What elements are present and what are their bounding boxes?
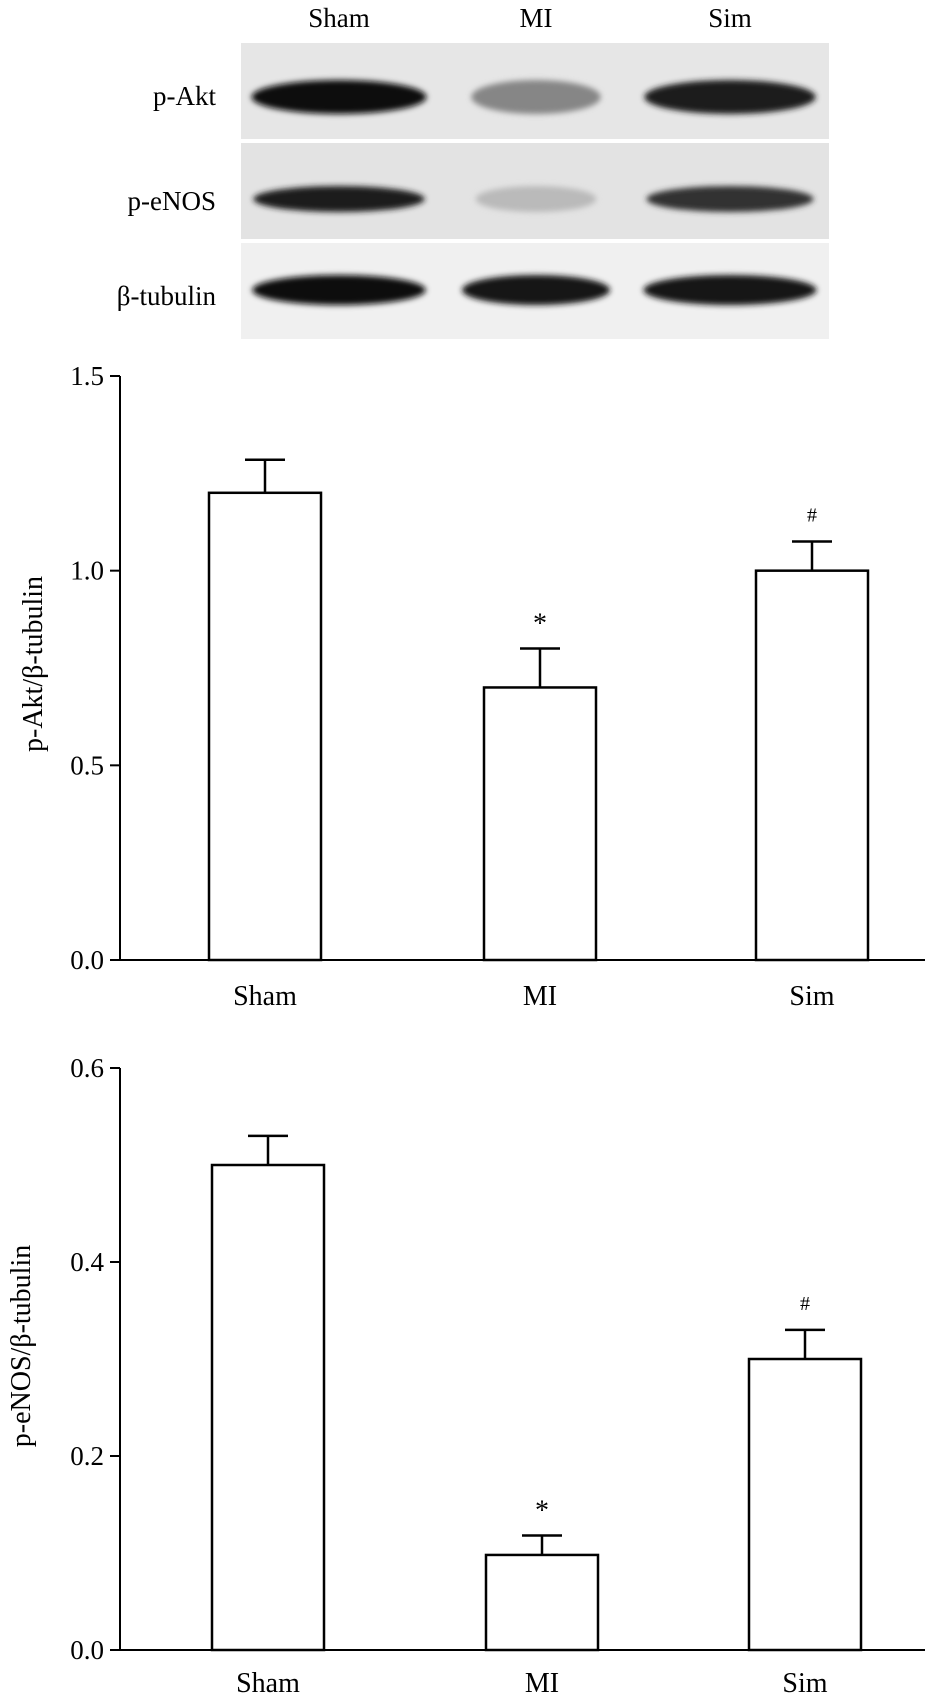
y-tick-label: 0.0 (70, 945, 104, 975)
x-tick-label: Sim (782, 1668, 827, 1699)
x-tick-label: Sham (236, 1668, 300, 1699)
blot-band (643, 275, 817, 305)
blot-band (252, 275, 426, 305)
y-tick-label: 1.0 (70, 556, 104, 586)
y-axis-label: p-eNOS/β-tubulin (6, 1245, 37, 1447)
x-tick-label: Sham (233, 981, 297, 1012)
y-tick-label: 0.5 (70, 750, 104, 780)
significance-marker: # (807, 504, 817, 526)
blot-band (461, 275, 611, 305)
x-tick-label: MI (523, 981, 557, 1012)
y-tick-label: 0.4 (70, 1247, 104, 1277)
x-tick-label: MI (525, 1668, 559, 1699)
chart-p-akt: 0.0 0.5 1.0 1.5 Sham * MI # Sim p-Akt/β-tubulin (18, 361, 925, 1012)
y-axis-label: p-Akt/β-tubulin (18, 576, 49, 752)
blot-lane-label: Sham (308, 3, 370, 33)
x-tick-label: Sim (789, 981, 834, 1012)
bar-sham (210, 1163, 326, 1652)
blot-band (251, 80, 427, 114)
bar-mi (484, 1553, 600, 1652)
bar-sham (207, 491, 323, 962)
y-tick-label: 0.2 (70, 1441, 104, 1471)
western-blot: Sham MI Sim p-Akt p-eNOS β-tubulin (117, 3, 829, 339)
significance-marker: * (535, 1496, 549, 1527)
bar-mi (482, 686, 598, 962)
blot-row-label: p-Akt (153, 81, 216, 111)
blot-band (471, 80, 601, 114)
bar-sim (754, 569, 870, 962)
blot-bands (251, 80, 817, 305)
blot-band (475, 186, 597, 212)
blot-band (253, 186, 425, 212)
blot-lane-label: Sim (708, 3, 752, 33)
significance-marker: # (800, 1293, 810, 1315)
blot-band (644, 80, 816, 114)
chart-p-enos: 0.0 0.2 0.4 0.6 Sham * MI # Sim p-eNOS/β-tubulin (6, 1053, 925, 1699)
significance-marker: * (533, 609, 547, 640)
y-tick-label: 0.0 (70, 1635, 104, 1665)
y-tick-label: 1.5 (70, 361, 104, 391)
blot-band (646, 186, 814, 212)
blot-row-label: p-eNOS (128, 186, 217, 216)
bar-sim (747, 1357, 863, 1652)
blot-lane-label: MI (520, 3, 553, 33)
y-tick-label: 0.6 (70, 1053, 104, 1083)
blot-row-label: β-tubulin (117, 281, 217, 311)
